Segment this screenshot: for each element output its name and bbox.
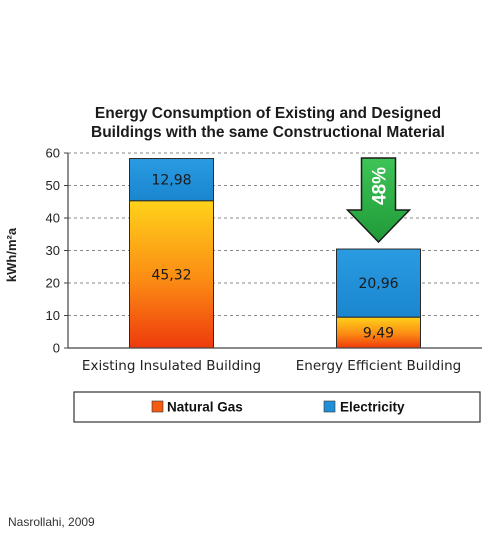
y-tick-label: 20 <box>46 276 60 291</box>
source-credit: Nasrollahi, 2009 <box>8 515 95 529</box>
bar-electricity-1 <box>336 248 421 318</box>
axes: 0 10 20 30 40 50 60 Existing Insulated Building… <box>46 146 482 374</box>
chart-title-line-1: Energy Consumption of Existing and Desig… <box>95 105 441 122</box>
data-label-natural-gas-1: 9,49 <box>363 326 394 342</box>
y-tick-label: 60 <box>46 146 60 161</box>
y-tick-label: 50 <box>46 178 60 193</box>
x-category-label: Energy Efficient Building <box>296 358 462 374</box>
x-category-label: Existing Insulated Building <box>82 358 261 374</box>
y-tick-label: 10 <box>46 308 60 323</box>
bar-electricity-0 <box>129 158 214 202</box>
y-tick-label: 40 <box>46 211 60 226</box>
legend-label-natural-gas: Natural Gas <box>167 400 243 415</box>
bars: 45,32 12,98 9,49 20,96 <box>129 158 421 349</box>
y-tick-label: 30 <box>46 243 60 258</box>
data-label-electricity-0: 12,98 <box>151 173 191 189</box>
data-label-electricity-1: 20,96 <box>358 276 398 292</box>
legend-swatch-natural-gas <box>151 400 164 413</box>
reduction-arrow: 48% <box>345 157 412 244</box>
chart-title-line-2: Buildings with the same Constructional M… <box>91 124 445 141</box>
data-label-natural-gas-0: 45,32 <box>151 267 191 283</box>
legend-swatch-electricity <box>323 400 336 413</box>
reduction-percent-label: 48% <box>370 167 391 205</box>
y-tick-label: 0 <box>53 341 60 356</box>
legend-label-electricity: Electricity <box>340 400 405 415</box>
reduction-arrow-shape <box>345 157 412 244</box>
legend: Natural Gas Electricity <box>73 391 481 423</box>
y-axis-label: kWh/m²a <box>4 227 19 282</box>
legend-box <box>73 391 481 423</box>
